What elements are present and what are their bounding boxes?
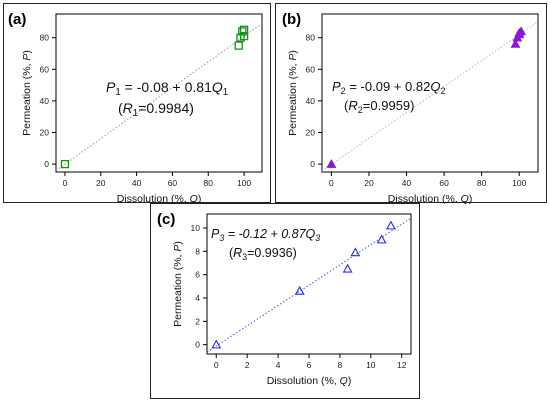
chart-b: 0 20 40 60 80 100 0 20 40 60 80 Dissolution (%, Q) P… — [282, 11, 539, 204]
r-value: (R2=0.9959) — [344, 98, 414, 115]
plot-frame — [55, 13, 263, 173]
x-tick-label: 4 — [276, 360, 281, 370]
fit-line — [206, 217, 412, 353]
data-point — [60, 159, 70, 169]
r-value: (R3=0.9936) — [229, 246, 297, 262]
panel-c: 0 2 4 6 8 10 12 0 2 4 6 8 10 Dissolution (%, Q) Permea… — [150, 203, 420, 399]
y-tick-label: 20 — [40, 128, 50, 138]
plot-frame — [321, 13, 539, 173]
y-tick-label: 80 — [306, 33, 316, 43]
chart-c: 0 2 4 6 8 10 12 0 2 4 6 8 10 Dissolution (%, Q) Permea… — [157, 211, 412, 387]
data-point — [211, 339, 222, 349]
x-axis-label: Dissolution (%, Q) — [117, 193, 202, 204]
y-tick-label: 6 — [195, 270, 200, 280]
y-tick-label: 0 — [44, 159, 49, 169]
x-tick-label: 80 — [204, 178, 214, 188]
data-point — [342, 263, 353, 273]
x-tick-label: 20 — [364, 178, 374, 188]
y-tick-label: 0 — [310, 159, 315, 169]
fit-line — [321, 21, 539, 172]
fit-equation: P2 = -0.09 + 0.82Q2 — [332, 79, 446, 96]
y-tick-label: 80 — [40, 33, 50, 43]
x-tick-label: 100 — [512, 178, 526, 188]
x-tick-label: 60 — [168, 178, 178, 188]
y-axis-label: Permeation (%, P) — [172, 241, 184, 327]
r-value: (R1=0.9984) — [118, 100, 194, 119]
y-axis-label: Permeation (%, P) — [21, 50, 33, 136]
y-tick-label: 0 — [195, 340, 200, 350]
x-tick-label: 20 — [96, 178, 106, 188]
fit-equation: P3 = -0.12 + 0.87Q3 — [211, 227, 320, 243]
x-tick-label: 2 — [245, 360, 250, 370]
x-axis-label: Dissolution (%, Q) — [267, 375, 352, 387]
x-tick-label: 40 — [402, 178, 412, 188]
x-tick-label: 12 — [397, 360, 407, 370]
x-tick-label: 100 — [237, 178, 251, 188]
data-point — [516, 26, 527, 36]
x-axis-label: Dissolution (%, Q) — [388, 193, 473, 204]
x-tick-label: 80 — [477, 178, 487, 188]
panel-label: (c) — [157, 211, 175, 228]
panel-label: (a) — [8, 11, 26, 28]
y-tick-label: 60 — [40, 64, 50, 74]
x-tick-label: 10 — [366, 360, 376, 370]
x-tick-label: 6 — [307, 360, 312, 370]
x-tick-label: 0 — [63, 178, 68, 188]
panel-label: (b) — [282, 11, 301, 28]
y-tick-label: 10 — [191, 223, 201, 233]
y-tick-label: 4 — [195, 293, 200, 303]
fit-line — [55, 23, 263, 172]
panel-a: 0 20 40 60 80 100 0 20 40 60 80 Dissolution (%, Q) P… — [3, 3, 271, 204]
data-point — [239, 25, 249, 34]
y-tick-label: 2 — [195, 316, 200, 326]
y-tick-label: 40 — [306, 96, 316, 106]
data-point — [385, 220, 396, 230]
x-tick-label: 0 — [329, 178, 334, 188]
data-point — [376, 234, 387, 244]
y-tick-label: 20 — [306, 128, 316, 138]
data-point — [350, 247, 361, 257]
data-point — [326, 158, 337, 168]
x-tick-label: 0 — [214, 360, 219, 370]
x-tick-label: 60 — [439, 178, 449, 188]
panel-b: 0 20 40 60 80 100 0 20 40 60 80 Dissolution (%, Q) P… — [275, 3, 547, 204]
x-tick-label: 40 — [132, 178, 142, 188]
y-tick-label: 40 — [40, 96, 50, 106]
x-tick-label: 8 — [338, 360, 343, 370]
data-point — [238, 27, 247, 36]
data-point — [234, 41, 243, 50]
data-point — [294, 285, 305, 295]
y-tick-label: 60 — [306, 64, 316, 74]
data-point — [239, 31, 249, 41]
fit-equation: P1 = -0.08 + 0.81Q1 — [106, 79, 228, 98]
y-axis-label: Permeation (%, P) — [287, 50, 299, 136]
y-tick-label: 8 — [195, 246, 200, 256]
data-point — [510, 38, 521, 48]
